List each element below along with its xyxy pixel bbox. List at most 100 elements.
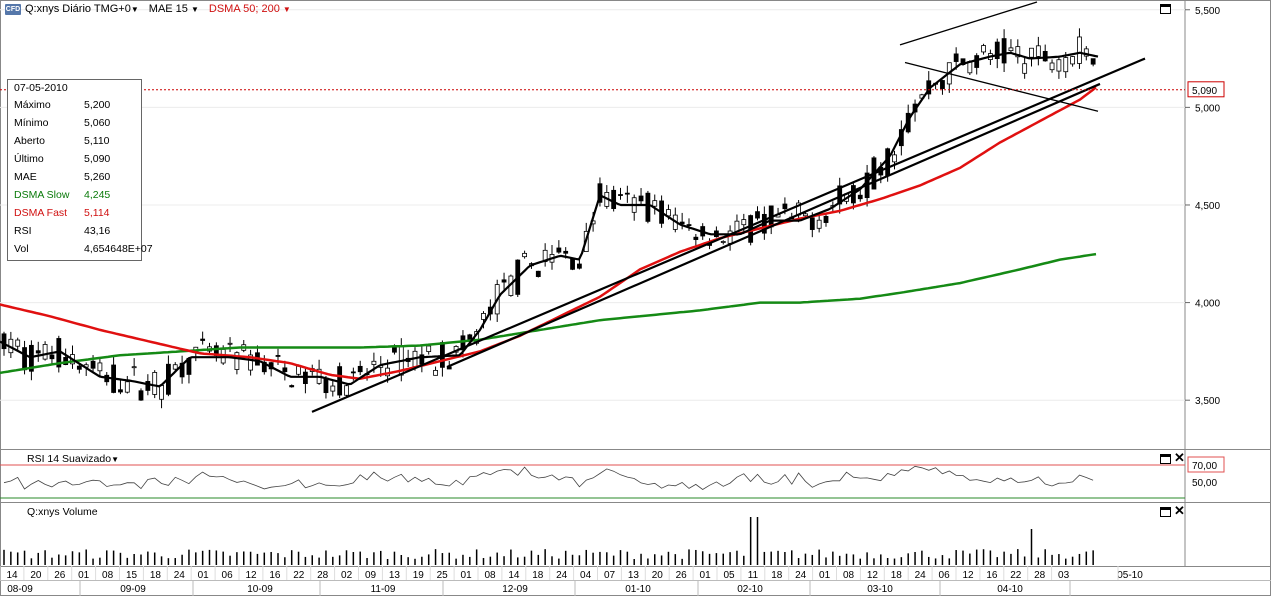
candle-body [234,352,240,370]
candle-body [330,385,336,392]
info-row-dsma-slow: DSMA Slow 4,245 [14,189,111,201]
rsi-70-box [1187,456,1225,473]
candle-body [652,200,658,207]
x-day-label: 14 [508,570,520,581]
x-day-label: 14 [6,570,18,581]
candle-body [570,257,575,270]
x-axis: 14 20 26 01 08 15 18 24 01 06 12 16 22 28 02 09 13 19 25 01… [0,566,1143,596]
candle-body [563,250,569,254]
x-day-label: 16 [269,570,281,581]
candle-body [981,45,986,53]
x-day-label: 08 [484,570,496,581]
candle-body [138,390,144,401]
x-day-label: 24 [556,570,568,581]
candle-body [782,203,788,210]
candle-body [426,345,432,352]
y-axis: 5,500 5,000 4,500 4,000 3,500 5,090 [1185,6,1225,407]
candle-body [611,189,617,209]
volume-panel-label: Q:xnys Volume [27,506,98,518]
trendline [446,82,1101,369]
info-row-vol: Vol 4,654648E+07 [14,243,153,255]
maximize-rsi-panel-button[interactable] [1160,454,1171,464]
candle-body [1070,56,1075,65]
data-window: 07-05-2010 Máximo 5,200 Mínimo 5,060 Abert… [7,79,153,261]
last-price-label: 5,090 [1192,86,1217,97]
candle-body [28,344,34,372]
rsi-tick-label: 50,00 [1192,478,1217,489]
candle-body [720,241,726,243]
candle-body [357,365,363,373]
candle-body [1008,47,1014,52]
candle-body [1015,46,1021,58]
candle-body [159,385,164,400]
candle-body [556,247,562,253]
x-day-label: 01 [198,570,210,581]
candle-body [76,365,82,370]
x-month-label: 01-10 [625,584,651,595]
candle-body [371,360,377,365]
x-day-label: 04 [580,570,592,581]
close-rsi-panel-button[interactable]: ✕ [1174,450,1185,465]
candle-body [1042,51,1048,62]
candle-body [118,389,123,393]
x-day-label: 24 [915,570,927,581]
x-day-label: 06 [222,570,234,581]
info-date: 07-05-2010 [14,82,68,94]
candle-body [940,80,945,89]
x-day-label: 13 [628,570,640,581]
rsi-tick-label: 70,00 [1192,461,1217,472]
candle-body [1001,38,1007,64]
candle-body [686,224,692,226]
dsma-selector[interactable]: DSMA 50; 200 ▼ [208,3,291,15]
x-day-label: 01 [78,570,90,581]
candle-body [323,377,329,394]
chevron-down-icon: ▼ [190,5,199,14]
maximize-volume-panel-button[interactable] [1160,507,1171,517]
candle-body [1029,47,1034,58]
candle-body [892,154,897,163]
candle-body [953,53,959,62]
rsi-panel-label[interactable]: RSI 14 Suavizado▼ [27,453,119,465]
candle-body [344,385,349,396]
symbol-selector[interactable]: Q:xnys Diário TMG+0▼ [25,3,139,15]
chart-header: Q:xnys Diário TMG+0▼ MAE 15 ▼ DSMA 50; 2… [25,3,291,15]
info-row-min: Mínimo 5,060 [14,117,111,129]
candle-body [1035,45,1041,57]
x-day-label: 20 [30,570,42,581]
candle-body [638,195,644,202]
chevron-down-icon: ▼ [111,455,119,464]
x-day-label: 28 [1034,570,1046,581]
candle-body [248,354,254,371]
chevron-down-icon: ▼ [282,5,291,14]
candle-body [275,355,281,357]
x-day-label: 12 [245,570,257,581]
candle-body [522,252,527,258]
candle-body [35,350,41,354]
candle-body [200,338,206,341]
candle-body [577,263,582,269]
x-month-label: 11-09 [371,584,396,595]
x-day-label: 11 [748,570,759,581]
candle-body [97,362,103,372]
x-month-label: 08-09 [7,584,33,595]
info-row-dsma-fast: DSMA Fast 5,114 [14,207,110,219]
candle-body [433,370,438,376]
candle-body [994,41,1000,60]
candle-body [535,270,541,277]
y-tick-label: 4,500 [1195,201,1220,212]
candle-body [289,385,295,388]
x-day-label: 05-10 [1117,570,1143,581]
maximize-price-panel-button[interactable] [1160,4,1171,14]
x-day-label: 01 [700,570,712,581]
close-volume-panel-button[interactable]: ✕ [1174,503,1185,518]
y-tick-label: 5,000 [1195,103,1220,114]
x-day-label: 22 [1010,570,1022,581]
x-day-label: 08 [102,570,114,581]
x-day-label: 13 [389,570,401,581]
candle-body [1063,57,1069,73]
candle-body [227,342,233,345]
candle-body [1090,58,1096,65]
candle-body [597,183,603,203]
mae-selector[interactable]: MAE 15 ▼ [148,3,199,15]
x-day-label: 19 [413,570,425,581]
